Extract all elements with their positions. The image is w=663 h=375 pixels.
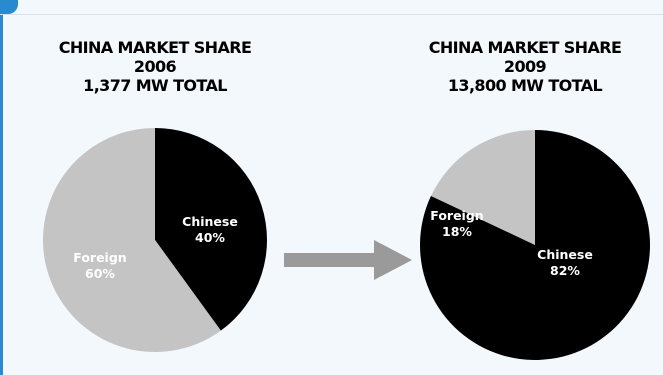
slice-value-label: 40% bbox=[195, 230, 225, 245]
chart-total: 1,377 MW TOTAL bbox=[83, 76, 227, 95]
slice-label: Foreign bbox=[73, 250, 126, 265]
pie-chart-2009: CHINA MARKET SHARE 2009 13,800 MW TOTAL bbox=[415, 0, 635, 375]
slice-label: Chinese bbox=[182, 214, 238, 229]
chart-title: CHINA MARKET SHARE bbox=[58, 38, 252, 57]
chart-year: 2009 bbox=[503, 57, 547, 76]
corner-tab-icon bbox=[2, 0, 18, 14]
pie-chart-2006: CHINA MARKET SHARE 2006 1,377 MW TOTAL bbox=[30, 0, 280, 375]
chart-title-2006: CHINA MARKET SHARE 2006 1,377 MW TOTAL bbox=[30, 38, 280, 95]
chart-title: CHINA MARKET SHARE bbox=[428, 38, 622, 57]
slice-value-label: 82% bbox=[550, 263, 580, 278]
chart-total: 13,800 MW TOTAL bbox=[447, 76, 603, 95]
top-border bbox=[0, 0, 663, 15]
slice-label: Foreign bbox=[430, 208, 483, 223]
arrow-shape bbox=[284, 240, 412, 280]
pie-slice-chinese bbox=[155, 128, 268, 331]
slice-label: Chinese bbox=[537, 247, 593, 262]
slice-value-label: 60% bbox=[85, 266, 115, 281]
right-arrow-icon bbox=[284, 240, 412, 280]
pie-slice-foreign bbox=[430, 130, 535, 245]
slice-value-label: 18% bbox=[442, 224, 472, 239]
pie-slice-foreign bbox=[43, 128, 221, 352]
pie-slice-chinese bbox=[420, 130, 650, 360]
chart-year: 2006 bbox=[133, 57, 177, 76]
chart-title-2009: CHINA MARKET SHARE 2009 13,800 MW TOTAL bbox=[415, 38, 635, 95]
